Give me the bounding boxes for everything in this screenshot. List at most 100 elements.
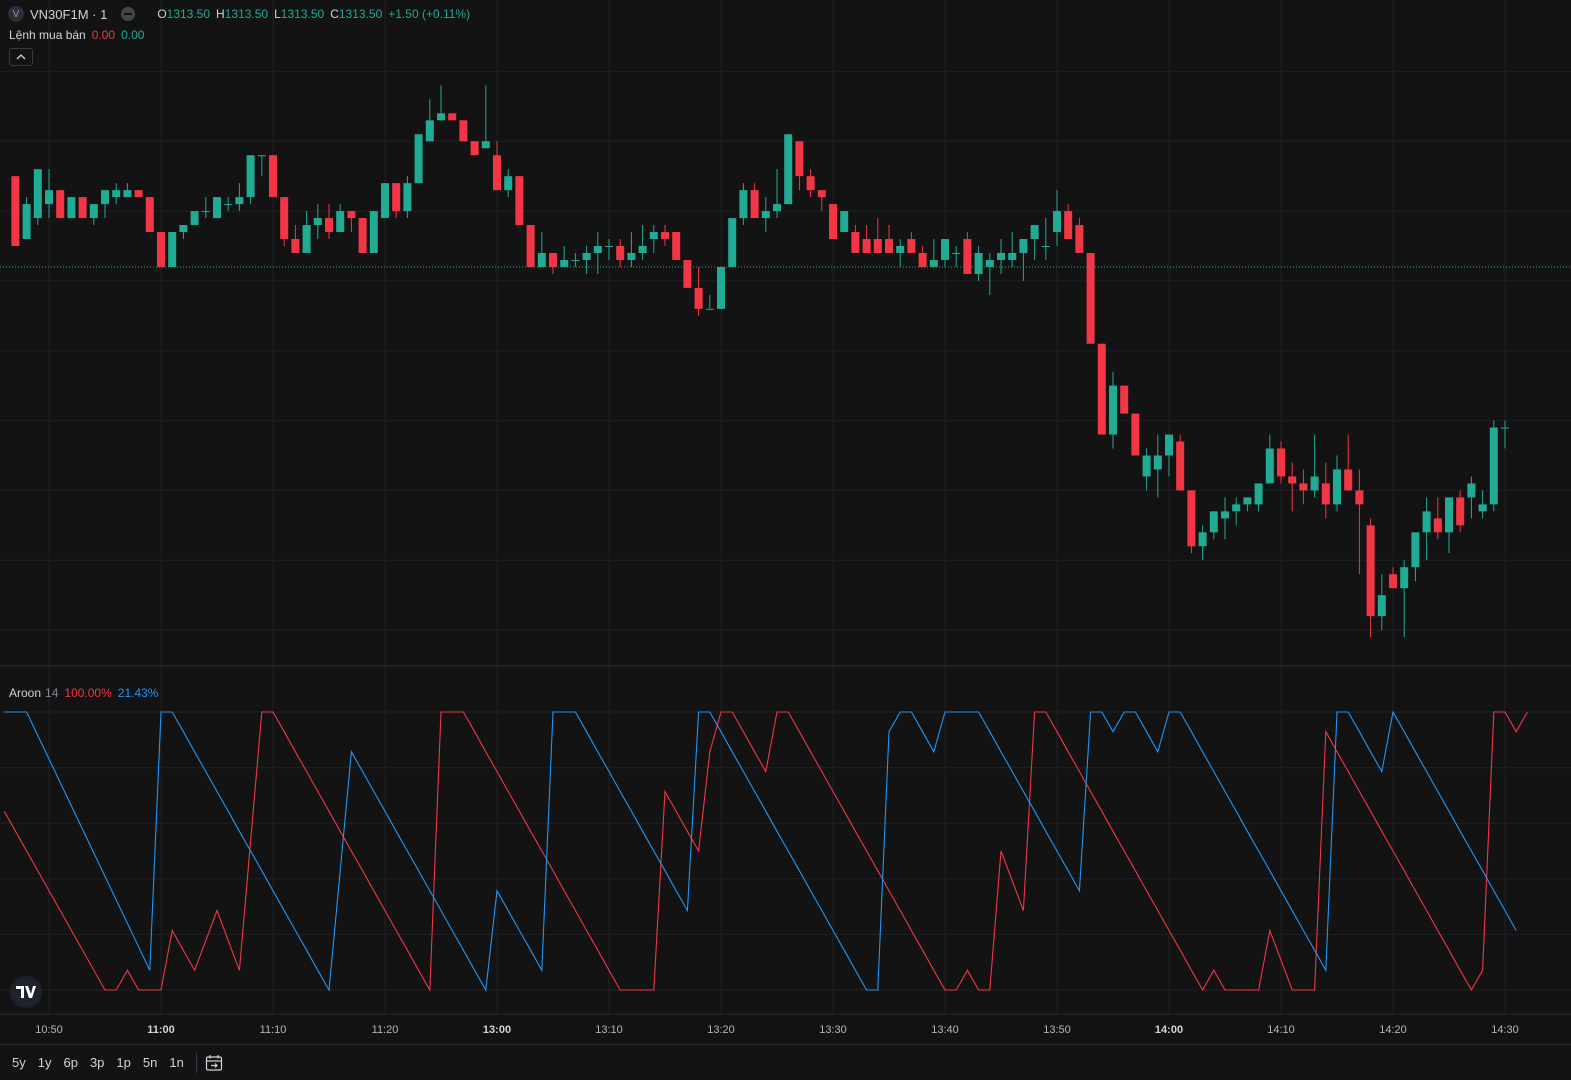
candle-body	[224, 204, 233, 206]
aroon-period: 14	[45, 686, 59, 700]
candle-body	[952, 252, 961, 254]
candle-body	[1075, 225, 1084, 253]
candle-body	[437, 113, 445, 121]
candle-body	[493, 155, 501, 191]
candle-body	[168, 232, 177, 267]
range-3p[interactable]: 3p	[89, 1054, 105, 1070]
range-1y[interactable]: 1y	[37, 1054, 52, 1070]
candle-body	[190, 211, 199, 226]
candle-body	[1243, 497, 1252, 505]
candle-body	[638, 246, 647, 253]
candle-body	[1377, 595, 1386, 617]
candle-body	[1288, 476, 1297, 484]
candle-body	[1008, 252, 1017, 260]
candle-body	[1187, 490, 1196, 547]
candle-body	[1232, 504, 1241, 512]
orders-legend[interactable]: Lệnh mua bán 0.00 0.00	[9, 28, 144, 42]
candle-body	[605, 246, 613, 247]
open-value: 1313.50	[166, 7, 211, 21]
candle-body	[459, 120, 468, 142]
candle-body	[1109, 385, 1117, 435]
candle-body	[963, 239, 972, 274]
orders-label: Lệnh mua bán	[9, 28, 86, 42]
candle-body	[750, 190, 759, 219]
candle-body	[795, 141, 804, 177]
candle-body	[78, 197, 87, 219]
candle-body	[549, 252, 557, 267]
bottom-toolbar: 5y 1y 6p 3p 1p 5n 1n	[0, 1044, 1571, 1080]
candle-body	[56, 190, 65, 219]
candle-body	[414, 134, 423, 184]
candle-body	[213, 197, 221, 219]
candle-body	[616, 246, 625, 260]
range-5y[interactable]: 5y	[12, 1054, 26, 1070]
candle-body	[1019, 239, 1028, 253]
candle-body	[1456, 497, 1465, 526]
candle-body	[851, 232, 860, 253]
symbol-legend: V VN30F1M · 1 O 1313.50 H 1313.50 L 1313.50…	[8, 6, 470, 22]
hide-icon[interactable]	[121, 7, 136, 21]
candle-body	[1321, 483, 1330, 505]
candle-body	[246, 155, 255, 198]
candle-body	[89, 204, 98, 219]
time-axis-label: 14:20	[1379, 1024, 1407, 1036]
symbol-logo[interactable]: V	[8, 6, 24, 22]
calendar-goto-icon[interactable]	[203, 1052, 225, 1074]
collapse-legend-button[interactable]	[9, 48, 33, 66]
range-6p[interactable]: 6p	[63, 1054, 78, 1070]
symbol-title[interactable]: VN30F1M · 1	[30, 6, 108, 22]
open-label: O	[157, 7, 167, 21]
candle-body	[1411, 532, 1420, 568]
range-5n[interactable]: 5n	[142, 1054, 158, 1070]
aroon-legend[interactable]: Aroon 14 100.00% 21.43%	[9, 686, 158, 700]
close-value: 1313.50	[338, 7, 383, 21]
time-axis-label: 13:50	[1043, 1024, 1071, 1036]
candle-body	[717, 266, 725, 309]
candle-body	[683, 259, 692, 288]
price-candles	[11, 85, 1509, 638]
range-1n[interactable]: 1n	[169, 1054, 184, 1070]
candle-body	[1445, 497, 1453, 533]
candle-body	[280, 197, 289, 240]
candle-body	[269, 155, 277, 198]
candle-body	[291, 239, 300, 253]
candle-body	[1131, 413, 1140, 456]
candle-body	[1120, 385, 1129, 414]
aroon-label: Aroon	[9, 686, 42, 700]
candle-body	[1433, 518, 1442, 533]
candle-body	[67, 197, 76, 219]
candle-body	[381, 183, 389, 219]
time-axis-label: 14:30	[1491, 1024, 1519, 1036]
grid-lines	[0, 0, 1571, 1014]
candle-body	[1478, 504, 1487, 512]
time-axis-label: 10:50	[35, 1024, 63, 1036]
candle-body	[101, 190, 109, 205]
candle-body	[694, 287, 703, 309]
candle-body	[862, 239, 871, 253]
candle-body	[33, 169, 42, 219]
candle-body	[1053, 211, 1061, 233]
time-axis-label: 11:10	[259, 1024, 287, 1036]
tradingview-logo-icon[interactable]	[10, 976, 42, 1008]
candle-body	[997, 252, 1005, 260]
candle-body	[840, 211, 849, 233]
candle-body	[1389, 574, 1397, 589]
orders-value-sell: 0.00	[91, 28, 116, 42]
candle-body	[302, 225, 311, 253]
candle-body	[1086, 252, 1095, 344]
aroon-down-value: 21.43%	[117, 686, 159, 700]
candle-body	[974, 252, 983, 274]
candle-body	[1209, 511, 1218, 533]
candle-body	[761, 211, 770, 219]
candle-body	[526, 225, 535, 267]
candle-body	[470, 141, 479, 156]
candle-body	[661, 232, 669, 240]
candle-body	[515, 176, 524, 226]
time-axis-label: 13:10	[595, 1024, 623, 1036]
range-1p[interactable]: 1p	[116, 1054, 131, 1070]
time-axis-label: 13:40	[931, 1024, 959, 1036]
candle-body	[1333, 469, 1341, 505]
candle-body	[985, 259, 994, 267]
candle-body	[806, 176, 815, 191]
